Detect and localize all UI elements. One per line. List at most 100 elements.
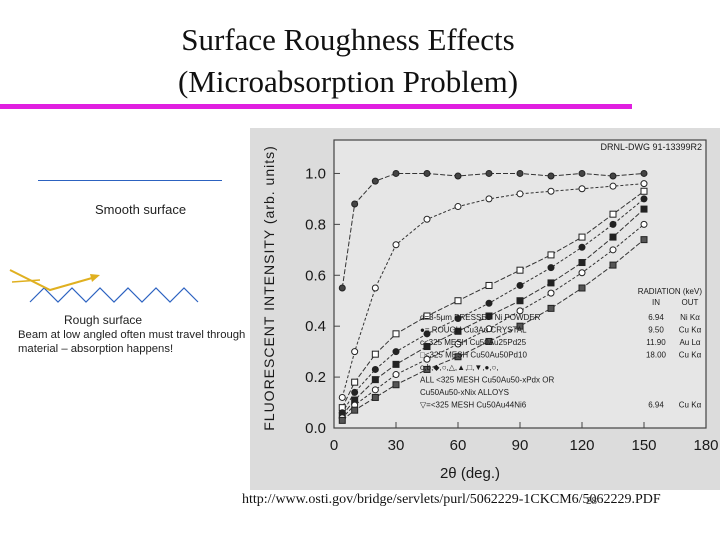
data-point	[609, 246, 617, 254]
data-point	[351, 406, 359, 414]
data-point	[640, 180, 648, 188]
legend-entry-label: ●= ROUGH Cu3Au CRYSTAL	[420, 326, 527, 335]
data-point	[516, 190, 524, 198]
drawing-id: DRNL-DWG 91-13399R2	[600, 142, 702, 152]
data-point	[640, 236, 648, 244]
x-tick-label: 60	[450, 437, 467, 454]
legend-entry-label: Cu50Au50-xNix ALLOYS	[420, 388, 509, 397]
data-point	[485, 299, 493, 307]
data-point	[516, 307, 524, 315]
secondary-beam	[11, 279, 41, 283]
data-point	[609, 182, 617, 190]
legend-entry-label: □<325 MESH Cu50Au50Pd10	[420, 351, 527, 360]
y-tick-label: 0.4	[305, 318, 326, 335]
legend-entry-in: 9.50	[648, 326, 664, 335]
data-point	[371, 177, 379, 185]
y-tick-label: 0.8	[305, 216, 326, 233]
x-axis-label: 2θ (deg.)	[440, 465, 500, 482]
rough-surface-label: Rough surface	[64, 313, 143, 327]
data-point	[392, 330, 400, 338]
slide-title-line-1: Surface Roughness Effects	[181, 22, 515, 57]
data-point	[392, 169, 400, 177]
data-point	[609, 172, 617, 180]
data-point	[454, 172, 462, 180]
slide-title-line-2: (Microabsorption Problem)	[177, 64, 519, 99]
data-point	[351, 388, 359, 396]
data-point	[423, 343, 431, 351]
legend-entry-in: 6.94	[648, 401, 664, 410]
data-point	[640, 205, 648, 213]
data-point	[516, 297, 524, 305]
data-point	[609, 261, 617, 269]
data-point	[485, 195, 493, 203]
legend-entry-in: 11.90	[646, 338, 666, 347]
data-point	[454, 353, 462, 361]
data-point	[485, 312, 493, 320]
data-point	[609, 220, 617, 228]
data-point	[640, 195, 648, 203]
data-point	[423, 330, 431, 338]
series-line	[341, 190, 645, 408]
page-number: 28	[586, 495, 597, 507]
data-point	[392, 348, 400, 356]
data-point	[578, 185, 586, 193]
surface-illustration: Smooth surface Rough surface Beam at low…	[0, 170, 245, 380]
data-point	[485, 281, 493, 289]
smooth-surface-line	[38, 180, 222, 181]
fluorescent-intensity-chart: 0.0 0.2 0.4 0.6 0.8 1.0 0 30 60 90 120 150 180 2θ (de…	[250, 128, 720, 490]
y-axis-label: FLUORESCENT INTENSITY (arb. units)	[261, 145, 277, 431]
legend-entry-out: Cu Kα	[679, 401, 702, 410]
data-point	[578, 169, 586, 177]
data-point	[485, 337, 493, 345]
data-point	[485, 325, 493, 333]
data-point	[609, 210, 617, 218]
data-point	[454, 203, 462, 211]
legend-entry-label: ALL <325 MESH Cu50Au50-xPdx OR	[420, 376, 554, 385]
legend-header-out: OUT	[682, 298, 699, 307]
y-tick-label: 0.2	[305, 369, 326, 386]
data-point	[338, 416, 346, 424]
legend-entry-label: o,b,◆,○,△,▲,□,▼,●,○,	[420, 363, 499, 372]
legend-entry-out: Cu Kα	[679, 351, 702, 360]
source-citation: http://www.osti.gov/bridge/servlets/purl…	[242, 492, 661, 507]
x-tick-label: 180	[693, 437, 718, 454]
y-tick-label: 0.6	[305, 267, 326, 284]
data-point	[547, 264, 555, 272]
data-point	[371, 365, 379, 373]
x-tick-label: 0	[330, 437, 338, 454]
legend-entry-out: Cu Kα	[679, 326, 702, 335]
smooth-surface-label: Smooth surface	[95, 202, 187, 217]
data-point	[371, 386, 379, 394]
rough-surface-description: Beam at low angled often must travel thr…	[18, 329, 246, 355]
data-point	[392, 241, 400, 249]
data-point	[371, 284, 379, 292]
legend-entry-out: Au Lα	[679, 338, 700, 347]
data-point	[516, 281, 524, 289]
data-point	[485, 169, 493, 177]
data-point	[578, 284, 586, 292]
rough-surface-diagram	[9, 269, 199, 303]
data-point	[454, 315, 462, 323]
data-point	[454, 297, 462, 305]
series-line	[341, 198, 645, 413]
data-point	[423, 169, 431, 177]
data-point	[547, 251, 555, 259]
series-line	[341, 172, 645, 289]
data-point	[351, 200, 359, 208]
data-point	[578, 269, 586, 277]
data-point	[578, 233, 586, 241]
series-line	[341, 223, 645, 419]
data-point	[392, 371, 400, 379]
x-tick-label: 150	[631, 437, 656, 454]
data-point	[423, 215, 431, 223]
incident-beam	[9, 269, 93, 292]
data-point	[392, 381, 400, 389]
chart-svg: 0.0 0.2 0.4 0.6 0.8 1.0 0 30 60 90 120 150 180 2θ (de…	[261, 139, 719, 482]
rough-surface-profile	[29, 287, 199, 303]
data-point	[351, 348, 359, 356]
data-point	[547, 304, 555, 312]
data-point	[392, 360, 400, 368]
legend-entry-in: 6.94	[648, 313, 664, 322]
y-tick-label: 1.0	[305, 165, 326, 182]
legend-entry-label: c<325 MESH Cu50Au25Pd25	[420, 338, 527, 347]
